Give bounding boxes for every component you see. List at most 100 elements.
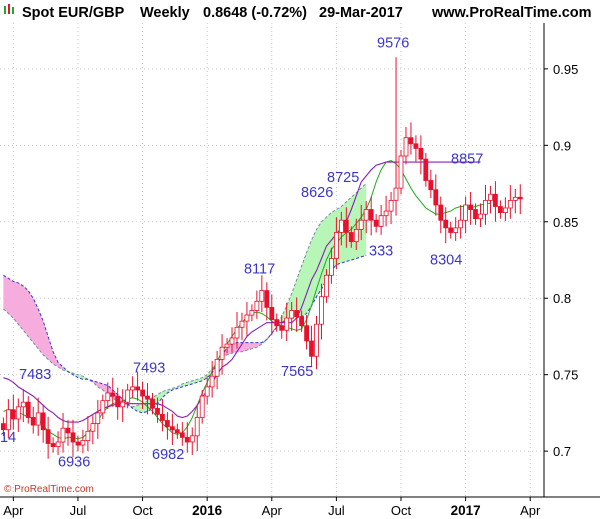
candle [50, 437, 56, 453]
candle-body [6, 409, 11, 431]
candle [279, 315, 285, 339]
candle [15, 398, 21, 433]
candle-body [199, 395, 205, 418]
candle-body [458, 219, 464, 229]
candle [343, 207, 349, 248]
candle [299, 310, 305, 332]
candle-body [25, 401, 31, 418]
candle [413, 135, 419, 162]
candle [229, 327, 235, 353]
candle [214, 350, 220, 390]
candle-body [239, 320, 245, 328]
candle [438, 196, 444, 234]
candle [55, 431, 61, 455]
candle [10, 394, 16, 430]
candle [189, 427, 195, 455]
candle [358, 204, 364, 241]
candle-body [488, 193, 493, 201]
candle-body [492, 193, 498, 207]
candle-body [249, 310, 255, 316]
candle [130, 376, 136, 399]
candle [45, 416, 51, 459]
candle [368, 196, 374, 236]
candle-body [423, 158, 429, 181]
candle-body [214, 358, 220, 377]
candle [488, 185, 493, 214]
candle-body [448, 227, 454, 233]
candle [209, 360, 215, 398]
candle [319, 283, 324, 340]
candle-body [244, 314, 250, 322]
candle-body [443, 219, 449, 229]
candle-body [140, 389, 146, 397]
candle-body [135, 386, 141, 391]
candle [502, 197, 508, 222]
candle-body [512, 196, 518, 201]
cloud-bullish [63, 367, 93, 383]
candle-body [229, 337, 235, 345]
annotation-9576: 9576 [377, 35, 409, 51]
candle [507, 185, 513, 219]
candle-body [453, 227, 459, 233]
candle [309, 325, 314, 368]
candle [239, 312, 245, 341]
candle-body [473, 209, 478, 220]
candle [468, 191, 474, 225]
candle-body [194, 417, 200, 437]
candle-body [368, 209, 374, 221]
candle [304, 315, 310, 350]
candle [274, 313, 280, 332]
candle-body [393, 187, 399, 201]
candle-body [478, 213, 483, 220]
candle-body [189, 435, 195, 443]
candle-body [323, 274, 329, 298]
candle [224, 337, 230, 354]
y-tick-label: 0.7 [553, 444, 571, 459]
candle [428, 169, 434, 199]
header: Spot EUR/GBP Weekly 0.8648 (-0.72%) 29-M… [4, 4, 592, 21]
candle [30, 406, 36, 434]
candle-body [50, 443, 56, 447]
candle-body [125, 389, 131, 403]
candle [70, 419, 76, 458]
candle-body [483, 199, 488, 215]
candle-body [224, 343, 230, 348]
candle [393, 175, 399, 216]
candle-body [85, 430, 91, 441]
candle-body [274, 319, 280, 327]
candle-body [95, 412, 101, 424]
candle [388, 191, 394, 225]
candle-body [75, 441, 81, 446]
instrument-title: Spot EUR/GBP [22, 5, 125, 21]
candle-body [328, 258, 334, 276]
candle [25, 396, 31, 424]
candle [473, 203, 478, 225]
annotation-6936: 6936 [58, 454, 90, 470]
candle [244, 302, 250, 337]
candle [517, 184, 523, 215]
candle [140, 381, 146, 410]
annotation-7483: 7483 [19, 367, 51, 383]
candle-body [179, 432, 185, 438]
candle [155, 397, 160, 423]
candle [314, 315, 319, 370]
candle-body [348, 232, 354, 243]
candle-body [284, 317, 290, 331]
y-tick-label: 0.95 [553, 62, 578, 77]
candle-body [438, 204, 444, 221]
candle-body [120, 401, 126, 408]
candle [95, 399, 101, 439]
candle-body [353, 228, 359, 242]
candle-body [269, 306, 275, 320]
candle-body [383, 210, 389, 217]
candle [443, 207, 449, 244]
candle [60, 412, 66, 453]
candle-body [30, 417, 36, 426]
candle [80, 429, 86, 454]
candle [453, 217, 459, 241]
candle [105, 382, 111, 410]
